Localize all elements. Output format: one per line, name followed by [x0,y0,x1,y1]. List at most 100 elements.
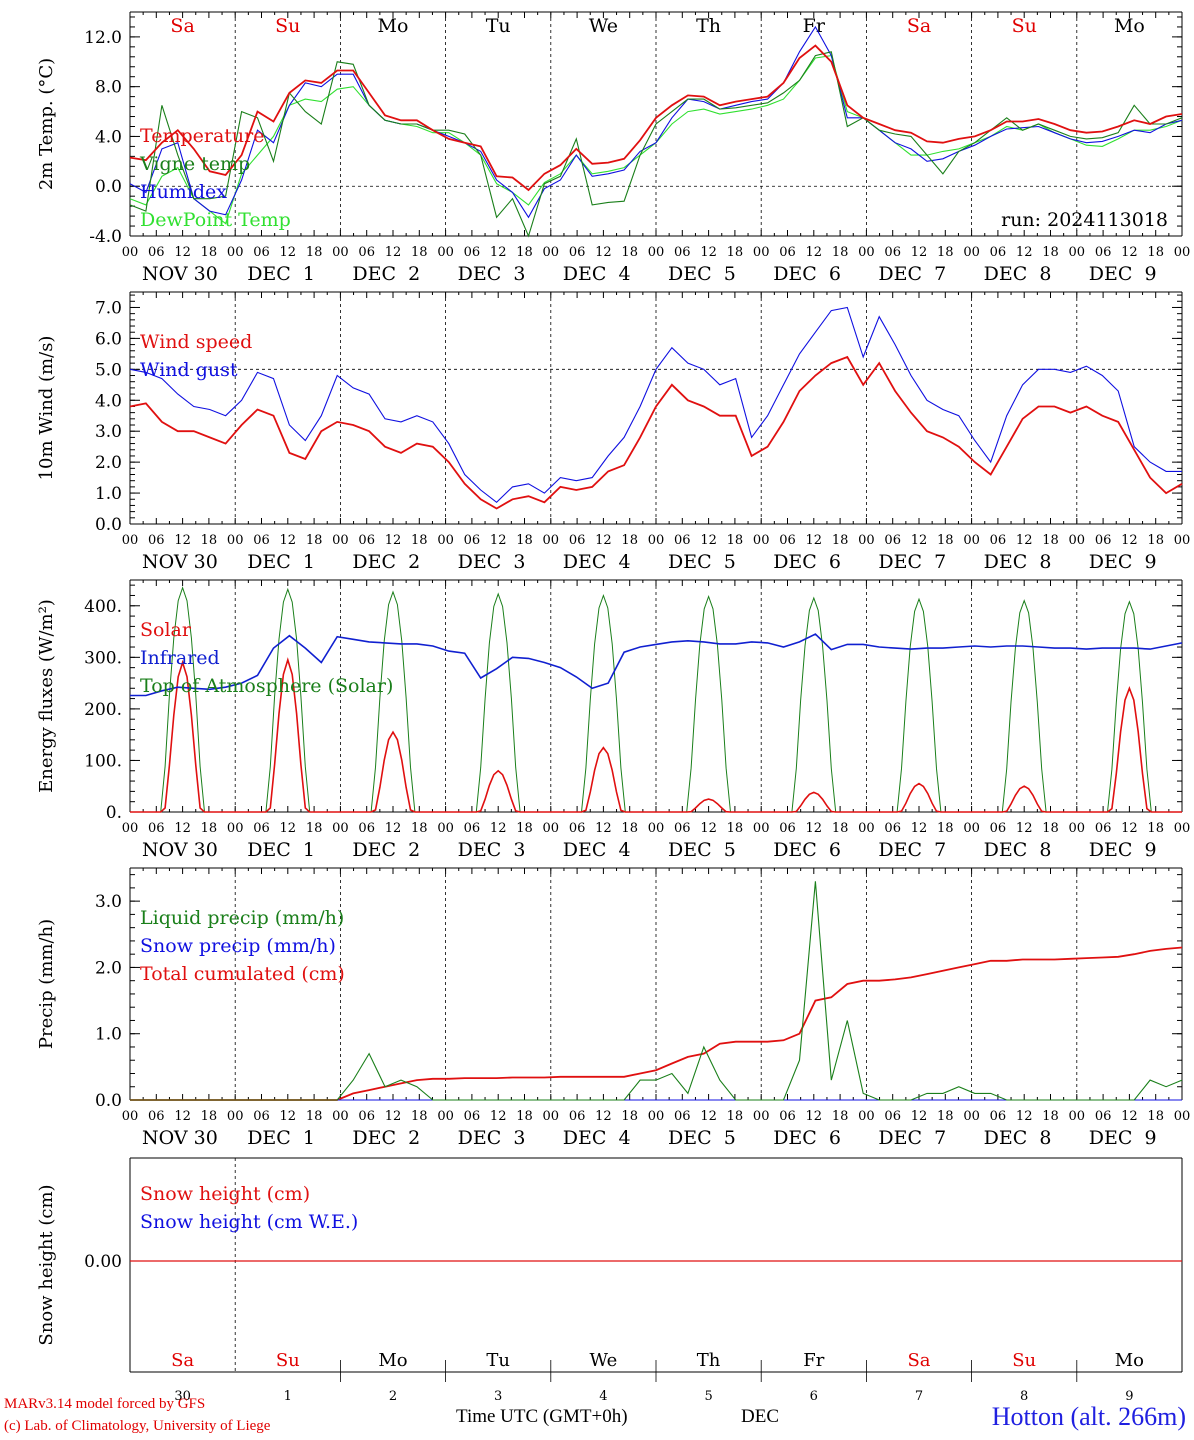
legend-entry: Snow height (cm) [140,1183,310,1205]
series-infrared [130,633,1183,697]
hour-tick-label: 12 [700,533,717,548]
hour-tick-label: 18 [937,533,954,548]
legend-entry: Temperature [140,125,264,147]
hour-tick-label: 00 [963,533,980,548]
hour-tick-label: 12 [490,245,507,260]
hour-tick-label: 00 [963,1109,980,1124]
hour-tick-label: 18 [727,245,744,260]
y-tick-label: 0.0 [95,1091,122,1111]
date-label: DEC 4 [563,1127,631,1149]
hour-tick-label: 06 [148,533,165,548]
y-tick-label: 3.0 [95,892,122,912]
hour-tick-label: 18 [621,821,638,836]
y-tick-label: 2.0 [95,958,122,978]
hour-tick-label: 12 [174,821,191,836]
x-axis-title: Time UTC (GMT+0h) [456,1406,628,1427]
hour-tick-label: 12 [1121,821,1138,836]
hour-tick-label: 18 [411,533,428,548]
weekday-label: Mo [1115,1350,1144,1371]
date-label: DEC 2 [352,1127,420,1149]
hour-tick-label: 00 [858,245,875,260]
hour-tick-label: 18 [411,821,428,836]
hour-tick-label: 12 [280,533,297,548]
date-label: DEC 9 [1089,263,1157,285]
hour-tick-label: 18 [621,533,638,548]
day-number-label: 30 [174,1389,191,1404]
hour-tick-label: 18 [621,1109,638,1124]
hour-tick-label: 18 [1042,821,1059,836]
hour-tick-label: 00 [1069,1109,1086,1124]
date-label: DEC 5 [668,839,736,861]
legend-entry: Wind gust [140,359,238,381]
hour-tick-label: 12 [911,821,928,836]
hour-tick-label: 18 [1042,533,1059,548]
hour-tick-label: 06 [464,533,481,548]
y-tick-label: 200. [84,700,122,720]
hour-tick-label: 06 [884,533,901,548]
hour-tick-label: 00 [648,245,665,260]
hour-tick-label: 12 [595,245,612,260]
weekday-label: Su [275,15,300,37]
hour-tick-label: 12 [1121,245,1138,260]
hour-tick-label: 06 [779,821,796,836]
weekday-label: Su [1012,15,1037,37]
hour-tick-label: 12 [806,1109,823,1124]
weekday-label: We [589,15,618,37]
hour-tick-label: 06 [253,1109,270,1124]
hour-tick-label: 00 [122,245,139,260]
hour-tick-label: 18 [621,245,638,260]
series-solar [130,657,1182,813]
hour-tick-label: 12 [174,1109,191,1124]
weekday-label: Mo [1114,15,1145,37]
hour-tick-label: 00 [122,1109,139,1124]
hour-tick-label: 00 [1069,821,1086,836]
hour-tick-label: 00 [1174,1109,1191,1124]
weekday-label: Tu [486,1350,510,1371]
day-number-label: 2 [389,1389,397,1404]
date-label: DEC 9 [1089,1127,1157,1149]
hour-tick-label: 18 [516,1109,533,1124]
station-name: Hotton (alt. 266m) [991,1402,1186,1431]
hour-tick-label: 18 [1147,533,1164,548]
hour-tick-label: 00 [332,533,349,548]
y-tick-label: 400. [84,597,122,617]
hour-tick-label: 06 [464,245,481,260]
hour-tick-label: 06 [148,245,165,260]
hour-tick-label: 12 [1121,533,1138,548]
hour-tick-label: 00 [753,821,770,836]
weekday-label: Su [276,1350,300,1371]
hour-tick-label: 12 [174,245,191,260]
hour-tick-label: 00 [753,533,770,548]
date-label: DEC 5 [668,551,736,573]
weekday-label: Th [696,15,721,37]
weekday-label: Tu [486,15,511,37]
hour-tick-label: 00 [332,245,349,260]
hour-tick-label: 06 [1095,245,1112,260]
hour-tick-label: 06 [990,821,1007,836]
x-axis-month: DEC [741,1406,779,1427]
hour-tick-label: 18 [306,821,323,836]
y-tick-label: 7.0 [95,298,122,318]
hour-tick-label: 18 [937,245,954,260]
hour-tick-label: 12 [385,1109,402,1124]
hour-tick-label: 06 [674,1109,691,1124]
y-axis-label: 2m Temp. (°C) [36,58,57,190]
hour-tick-label: 00 [122,821,139,836]
date-label: DEC 2 [352,551,420,573]
y-tick-label: 1.0 [95,484,122,504]
panel-wind: 00 06 12 18 00 06 12 18 00 06 12 18 00 06 12 18 00 06 12 18… [36,291,1190,573]
hour-tick-label: 18 [201,1109,218,1124]
hour-tick-label: 00 [543,245,560,260]
hour-tick-label: 12 [911,245,928,260]
hour-tick-label: 06 [674,245,691,260]
hour-tick-label: 18 [1042,1109,1059,1124]
hour-tick-label: 18 [832,533,849,548]
hour-tick-label: 00 [1174,821,1191,836]
date-label: DEC 9 [1089,839,1157,861]
hour-tick-label: 12 [1016,245,1033,260]
hour-tick-label: 06 [1095,533,1112,548]
hour-tick-label: 12 [385,533,402,548]
day-number-label: 9 [1125,1389,1133,1404]
hour-tick-label: 12 [280,1109,297,1124]
series-wind-gust [129,306,1182,504]
